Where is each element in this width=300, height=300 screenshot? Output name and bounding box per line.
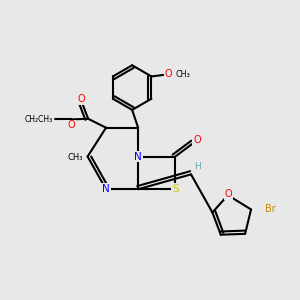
Text: CH₃: CH₃ [68,153,83,162]
Text: O: O [77,94,85,104]
Text: N: N [102,184,110,194]
Text: O: O [193,135,201,145]
Text: O: O [165,69,172,79]
Text: Br: Br [265,204,276,214]
Text: N: N [134,152,142,161]
Text: CH₃: CH₃ [175,70,190,79]
Text: O: O [225,189,232,199]
Text: S: S [172,184,178,194]
Text: O: O [67,120,75,130]
Text: CH₂CH₃: CH₂CH₃ [25,115,53,124]
Text: H: H [194,162,201,171]
